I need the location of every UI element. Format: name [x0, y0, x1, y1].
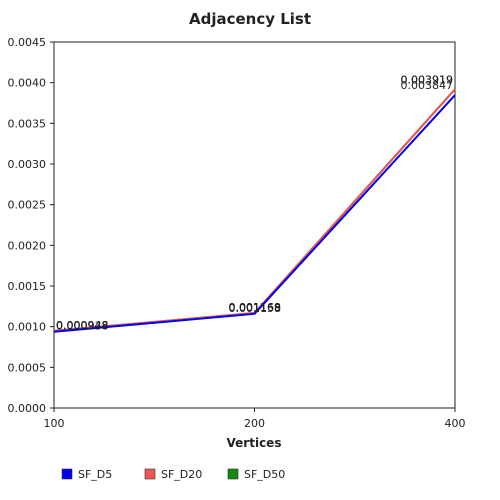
x-axis: 100 200 400	[44, 408, 466, 430]
chart-title: Adjacency List	[189, 10, 311, 28]
legend-swatch	[61, 468, 73, 480]
y-tick-label: 0.0025	[8, 199, 47, 212]
y-tick-label: 0.0045	[8, 36, 47, 49]
data-label: 0.000948	[56, 319, 109, 332]
legend: SF_D5 SF_D20 SF_D50	[61, 468, 285, 481]
y-tick-label: 0.0030	[8, 158, 47, 171]
series-line-sf-d5	[53, 94, 456, 333]
legend-swatch	[227, 468, 239, 480]
y-tick-label: 0.0040	[8, 77, 47, 90]
series-line-sf-d50	[53, 88, 456, 332]
y-tick-label: 0.0015	[8, 280, 47, 293]
x-tick-label: 400	[445, 417, 466, 430]
legend-label: SF_D50	[244, 468, 285, 481]
data-label: 0.000938	[56, 320, 109, 333]
data-label: 0.001168	[229, 301, 282, 314]
data-label: 0.003847	[401, 79, 454, 92]
legend-label: SF_D20	[161, 468, 202, 481]
plot-area-frame	[53, 41, 456, 409]
series-lines	[53, 88, 456, 333]
legend-swatch	[144, 468, 156, 480]
series-line-sf-d20	[53, 88, 456, 332]
data-label: 0.000948	[56, 319, 109, 332]
data-label: 0.003919	[401, 73, 454, 86]
legend-label: SF_D5	[78, 468, 112, 481]
x-tick-label: 200	[244, 417, 265, 430]
data-label: 0.001169	[229, 301, 282, 314]
data-label: 0.003919	[401, 73, 454, 86]
y-tick-label: 0.0010	[8, 321, 47, 334]
y-axis: 0.0000 0.0005 0.0010 0.0015 0.0020 0.0025 0.00…	[8, 36, 54, 415]
y-tick-label: 0.0035	[8, 117, 47, 130]
data-labels: 0.000938 0.001158 0.003847 0.000948 0.001169…	[56, 73, 453, 332]
x-axis-title: Vertices	[227, 436, 282, 450]
x-tick-label: 100	[44, 417, 65, 430]
y-tick-label: 0.0000	[8, 402, 47, 415]
y-tick-label: 0.0005	[8, 361, 47, 374]
y-tick-label: 0.0020	[8, 239, 47, 252]
data-label: 0.001158	[229, 302, 282, 315]
